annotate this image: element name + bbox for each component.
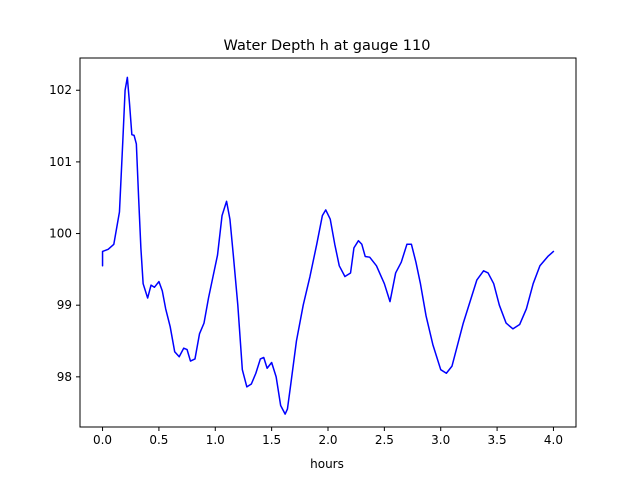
- series-line-0: [101, 76, 555, 415]
- x-tick-label: 2.0: [318, 433, 337, 447]
- chart-title: Water Depth h at gauge 110: [224, 38, 431, 54]
- x-axis-label: hours: [310, 457, 344, 471]
- x-tick-label: 2.5: [375, 433, 394, 447]
- x-tick-label: 0.0: [93, 433, 112, 447]
- y-tick-label: 101: [49, 155, 72, 169]
- x-tick-label: 3.5: [488, 433, 507, 447]
- y-tick-label: 99: [57, 298, 72, 312]
- x-tick-label: 1.0: [206, 433, 225, 447]
- x-tick-label: 3.0: [431, 433, 450, 447]
- plot-area: 0.0 0.5 1.0 1.5 2.0 2.5 3.0 3.5 4.0 98 99 100 101 102: [49, 57, 577, 447]
- y-tick-label: 98: [57, 370, 72, 384]
- y-tick-label: 100: [49, 227, 72, 241]
- x-tick-label: 4.0: [544, 433, 563, 447]
- x-tick-label: 0.5: [149, 433, 168, 447]
- y-tick-label: 102: [49, 83, 72, 97]
- x-tick-label: 1.5: [262, 433, 281, 447]
